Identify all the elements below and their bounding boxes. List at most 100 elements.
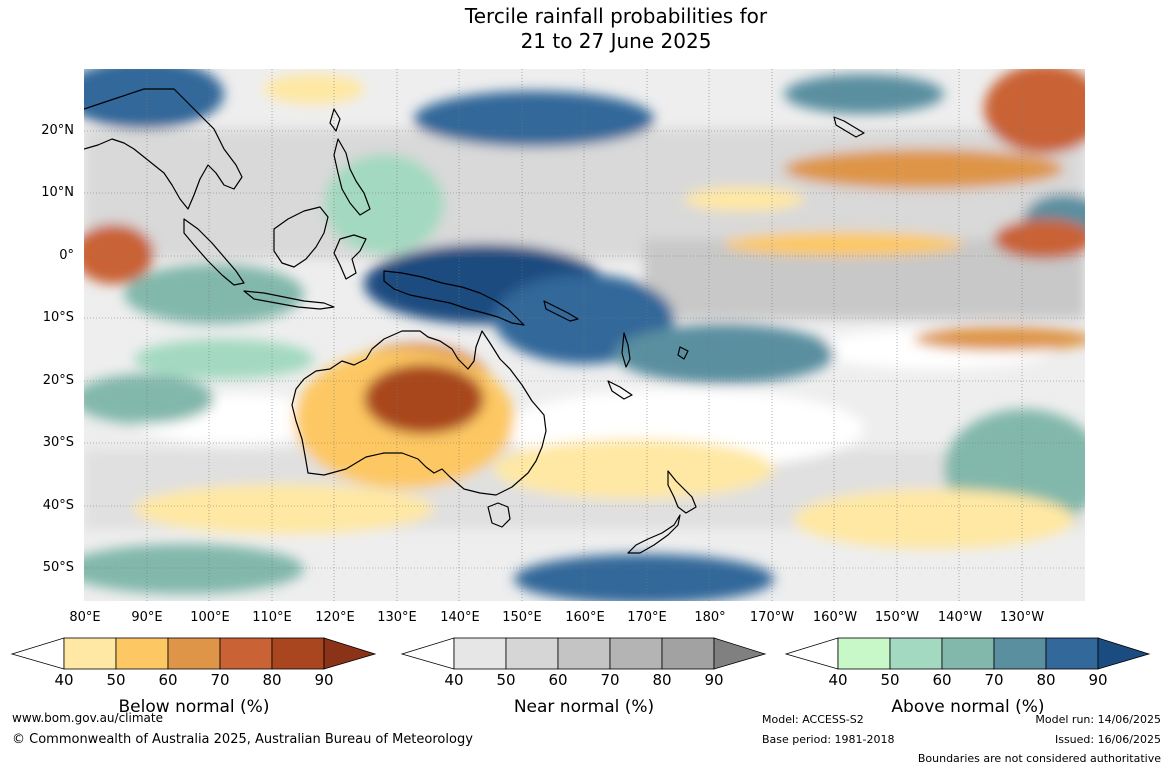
cbar-below-title: Below normal (%) (118, 697, 270, 717)
lon-label-170w: 170°W (749, 610, 795, 625)
lon-label-110e: 110°E (252, 610, 292, 625)
lon-label-150e: 150°E (502, 610, 542, 625)
fiji-outline (677, 346, 689, 360)
southeast-asia-outline (84, 88, 243, 210)
cbar-above-low-end (784, 637, 839, 670)
lat-label-30s: 30°S (42, 435, 74, 450)
sumatra-outline (183, 218, 245, 286)
cbar-near-seg-1 (453, 637, 507, 670)
cbar-below-seg-5 (271, 637, 325, 670)
cbar-above-tick-90: 90 (1088, 671, 1108, 689)
cbar-below-seg-4 (219, 637, 273, 670)
colorbar-near (400, 637, 767, 670)
philippines-outline (333, 138, 371, 216)
cbar-below-tick-80: 80 (262, 671, 282, 689)
cbar-above-tick-70: 70 (984, 671, 1004, 689)
new-zealand-south-outline (627, 514, 681, 554)
cbar-below-seg-2 (115, 637, 169, 670)
cbar-near-seg-2 (505, 637, 559, 670)
cbar-above-seg-1 (837, 637, 891, 670)
footer-base-period: Base period: 1981-2018 (762, 733, 895, 746)
cbar-near-tick-70: 70 (600, 671, 620, 689)
lon-label-150w: 150°W (874, 610, 920, 625)
title-line-2: 21 to 27 June 2025 (520, 29, 712, 53)
cbar-above-tick-50: 50 (880, 671, 900, 689)
cbar-near-tick-90: 90 (704, 671, 724, 689)
footer-copyright: © Commonwealth of Australia 2025, Austra… (12, 732, 473, 747)
title-line-1: Tercile rainfall probabilities for (464, 4, 768, 28)
lon-label-130w: 130°W (999, 610, 1045, 625)
cbar-above-seg-2 (889, 637, 943, 670)
tasmania-outline (487, 502, 511, 528)
vanuatu-outline (621, 332, 631, 368)
java-outline (243, 290, 335, 310)
cbar-near-high-end (713, 637, 767, 670)
lon-label-90e: 90°E (131, 610, 163, 625)
footer-model: Model: ACCESS-S2 (762, 713, 864, 726)
lon-label-160w: 160°W (812, 610, 858, 625)
cbar-above-seg-4 (993, 637, 1047, 670)
cbar-below-tick-70: 70 (210, 671, 230, 689)
cbar-below-seg-3 (167, 637, 221, 670)
cbar-above-title: Above normal (%) (891, 697, 1045, 717)
lon-label-140w: 140°W (937, 610, 983, 625)
graticule (84, 69, 1085, 601)
borneo-outline (273, 206, 329, 268)
cbar-near-seg-4 (609, 637, 663, 670)
lon-label-180: 180° (694, 610, 726, 625)
lon-label-160e: 160°E (565, 610, 605, 625)
map-svg (84, 69, 1085, 601)
lat-label-10s: 10°S (42, 310, 74, 325)
cbar-above-seg-5 (1045, 637, 1099, 670)
lat-label-10n: 10°N (41, 185, 74, 200)
cbar-below-seg-1 (63, 637, 117, 670)
cbar-near-title: Near normal (%) (513, 697, 655, 717)
map-title: Tercile rainfall probabilities for 21 to… (0, 4, 1173, 54)
cbar-below-tick-90: 90 (314, 671, 334, 689)
colorbar-above (784, 637, 1151, 670)
taiwan-outline (329, 108, 341, 132)
cbar-above-high-end (1097, 637, 1151, 670)
lon-label-130e: 130°E (377, 610, 417, 625)
cbar-above-tick-40: 40 (828, 671, 848, 689)
cbar-below-low-end (10, 637, 65, 670)
lon-label-120e: 120°E (315, 610, 355, 625)
footer-model-run: Model run: 14/06/2025 (1035, 713, 1161, 726)
cbar-below-tick-60: 60 (158, 671, 178, 689)
footer-issued: Issued: 16/06/2025 (1054, 733, 1161, 746)
australia-outline (291, 330, 547, 496)
lat-label-20n: 20°N (41, 123, 74, 138)
cbar-near-low-end (400, 637, 455, 670)
cbar-above-tick-80: 80 (1036, 671, 1056, 689)
lon-label-170e: 170°E (627, 610, 667, 625)
lat-label-50s: 50°S (42, 560, 74, 575)
lat-label-equator: 0° (59, 248, 74, 263)
cbar-near-seg-5 (661, 637, 715, 670)
cbar-near-tick-60: 60 (548, 671, 568, 689)
cbar-near-seg-3 (557, 637, 611, 670)
cbar-below-tick-50: 50 (106, 671, 126, 689)
cbar-near-tick-50: 50 (496, 671, 516, 689)
lat-label-20s: 20°S (42, 373, 74, 388)
cbar-above-seg-3 (941, 637, 995, 670)
cbar-below-high-end (323, 637, 377, 670)
solomon-islands-outline (543, 300, 579, 322)
lon-label-80e: 80°E (69, 610, 101, 625)
footer-website: www.bom.gov.au/climate (12, 711, 163, 725)
lon-label-100e: 100°E (190, 610, 230, 625)
new-zealand-north-outline (667, 470, 697, 514)
hawaii-outline (833, 116, 865, 138)
cbar-below-tick-40: 40 (54, 671, 74, 689)
cbar-above-tick-60: 60 (932, 671, 952, 689)
probability-map (84, 69, 1085, 601)
probability-field (84, 69, 1085, 601)
colorbar-below (10, 637, 377, 670)
footer-disclaimer: Boundaries are not considered authoritat… (917, 752, 1161, 765)
lat-label-40s: 40°S (42, 498, 74, 513)
lon-label-140e: 140°E (440, 610, 480, 625)
new-caledonia-outline (607, 380, 633, 400)
new-guinea-outline (383, 270, 525, 326)
coastlines (84, 88, 865, 554)
sulawesi-outline (333, 234, 367, 280)
cbar-near-tick-40: 40 (444, 671, 464, 689)
